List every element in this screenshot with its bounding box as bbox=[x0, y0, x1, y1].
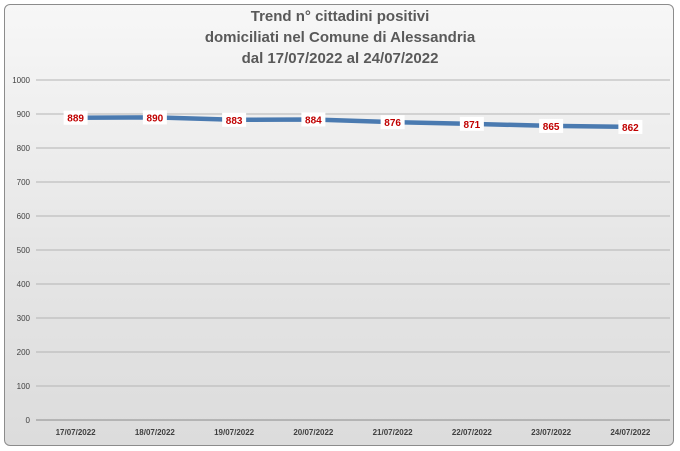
y-tick-label: 900 bbox=[17, 110, 31, 119]
chart-title-line-2: domiciliati nel Comune di Alessandria bbox=[204, 29, 476, 46]
chart-title-line-3: dal 17/07/2022 al 24/07/2022 bbox=[241, 50, 439, 67]
x-tick-label: 23/07/2022 bbox=[531, 428, 572, 437]
data-label: 876 bbox=[384, 118, 401, 129]
data-label-box bbox=[380, 115, 405, 130]
data-label: 883 bbox=[226, 116, 243, 127]
y-tick-label: 200 bbox=[17, 348, 31, 357]
x-tick-label: 20/07/2022 bbox=[293, 428, 334, 437]
y-tick-label: 500 bbox=[17, 246, 31, 255]
x-tick-label: 17/07/2022 bbox=[56, 428, 97, 437]
chart-title-line-1: Trend n° cittadini positivi bbox=[250, 8, 430, 25]
y-tick-label: 1000 bbox=[12, 76, 30, 85]
y-tick-label: 600 bbox=[17, 212, 31, 221]
data-label: 884 bbox=[305, 115, 322, 126]
data-label: 890 bbox=[147, 113, 164, 124]
data-label-box bbox=[63, 110, 88, 125]
y-tick-label: 700 bbox=[17, 178, 31, 187]
y-tick-label: 400 bbox=[17, 280, 31, 289]
chart-frame bbox=[4, 4, 674, 446]
data-label-box bbox=[301, 112, 326, 127]
x-tick-label: 19/07/2022 bbox=[214, 428, 255, 437]
data-label-box bbox=[618, 119, 643, 134]
data-label-box bbox=[459, 116, 484, 131]
data-label-box bbox=[222, 112, 247, 127]
data-label-box bbox=[142, 110, 167, 125]
x-tick-label: 21/07/2022 bbox=[373, 428, 414, 437]
y-tick-label: 800 bbox=[17, 144, 31, 153]
data-label: 889 bbox=[67, 114, 84, 125]
x-tick-label: 22/07/2022 bbox=[452, 428, 493, 437]
chart-title: Trend n° cittadini positivi domiciliati … bbox=[0, 6, 680, 69]
y-tick-label: 100 bbox=[17, 382, 31, 391]
y-tick-label: 300 bbox=[17, 314, 31, 323]
data-label-box bbox=[539, 118, 564, 133]
data-label: 862 bbox=[622, 123, 639, 134]
data-label: 871 bbox=[464, 120, 481, 131]
x-tick-label: 18/07/2022 bbox=[135, 428, 176, 437]
x-tick-label: 24/07/2022 bbox=[610, 428, 651, 437]
series-line bbox=[73, 115, 633, 130]
y-tick-label: 0 bbox=[26, 416, 31, 425]
data-label: 865 bbox=[543, 122, 560, 133]
